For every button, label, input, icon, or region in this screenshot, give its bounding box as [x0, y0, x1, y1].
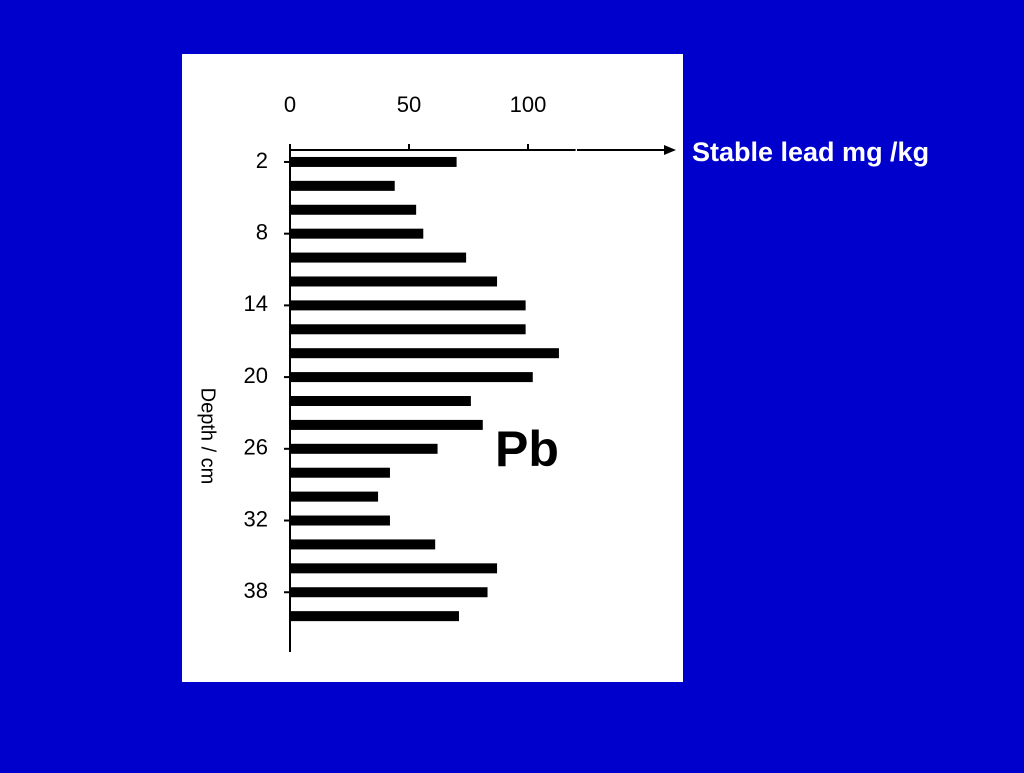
- bar: [290, 252, 467, 263]
- y-tick-label: 20: [244, 363, 268, 388]
- bar: [290, 467, 390, 478]
- bar: [290, 276, 498, 287]
- y-tick-label: 14: [244, 291, 268, 316]
- bar: [290, 419, 483, 430]
- bar: [290, 491, 379, 502]
- x-tick-label: 50: [397, 92, 421, 117]
- x-tick-label: 100: [510, 92, 547, 117]
- x-axis-label: Stable lead mg /kg: [692, 137, 929, 167]
- y-tick-label: 8: [256, 219, 268, 244]
- bar: [290, 539, 436, 550]
- bar: [290, 324, 526, 335]
- bar: [290, 180, 395, 191]
- bar: [290, 156, 457, 167]
- bar: [290, 587, 488, 598]
- bar: [290, 300, 526, 311]
- bar: [290, 563, 498, 574]
- y-tick-label: 32: [244, 506, 268, 531]
- arrow-head: [664, 145, 676, 155]
- bar: [290, 611, 459, 622]
- y-axis-label: Depth / cm: [197, 388, 219, 485]
- bar: [290, 443, 438, 454]
- y-tick-label: 26: [244, 435, 268, 460]
- y-tick-label: 2: [256, 148, 268, 173]
- bar: [290, 204, 417, 215]
- annotation: Pb: [495, 421, 559, 477]
- bar: [290, 372, 533, 383]
- bar: [290, 348, 559, 359]
- bar: [290, 396, 471, 406]
- y-tick-label: 38: [244, 578, 268, 603]
- bar: [290, 515, 390, 526]
- x-tick-label: 0: [284, 92, 296, 117]
- bar: [290, 228, 424, 239]
